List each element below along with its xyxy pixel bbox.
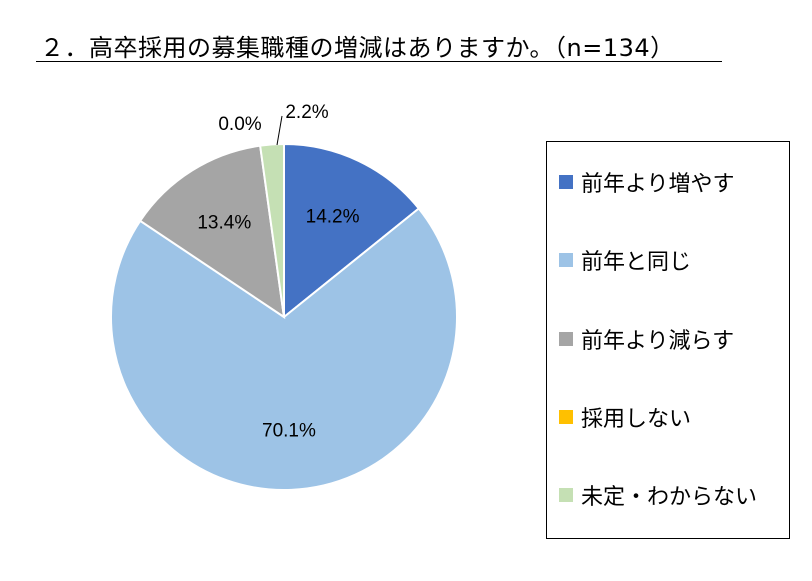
pie-slices — [110, 142, 458, 491]
data-label: 14.2% — [306, 207, 360, 228]
slice-decrease — [138, 144, 286, 320]
pie-data-labels: 14.2% 70.1% 13.4% 0.0% 2.2% — [197, 102, 359, 441]
legend-swatch — [559, 488, 573, 502]
legend-swatch — [559, 253, 573, 267]
chart-title-box: ２．高卒採用の募集職種の増減はありますか。（n=134） — [36, 24, 722, 62]
legend-swatch — [559, 410, 573, 424]
legend-swatch — [559, 332, 573, 346]
data-label: 70.1% — [262, 420, 316, 441]
legend-item-undecided: 未定・わからない — [559, 481, 758, 510]
legend-label: 前年より増やす — [581, 172, 735, 197]
legend-label: 前年と同じ — [581, 250, 692, 275]
legend-item-no-hiring: 採用しない — [559, 403, 692, 432]
slice-increase — [283, 142, 421, 320]
data-label: 2.2% — [285, 102, 328, 123]
legend: 前年より増やす 前年と同じ 前年より減らす 採用しない 未定・わからない — [546, 141, 790, 539]
legend-item-same: 前年と同じ — [559, 246, 692, 275]
leader-line — [276, 115, 283, 146]
data-label: 0.0% — [218, 114, 261, 135]
slice-undecided — [259, 142, 285, 318]
data-label: 13.4% — [197, 213, 251, 234]
legend-label: 採用しない — [581, 407, 692, 432]
legend-label: 前年より減らす — [581, 329, 735, 354]
pie-leader-lines — [276, 115, 283, 146]
legend-swatch — [559, 175, 573, 189]
legend-item-increase: 前年より増やす — [559, 168, 735, 197]
slice-same — [110, 207, 458, 491]
legend-item-decrease: 前年より減らす — [559, 325, 735, 354]
legend-label: 未定・わからない — [581, 485, 758, 510]
chart-title: ２．高卒採用の募集職種の増減はありますか。（n=134） — [40, 34, 675, 62]
